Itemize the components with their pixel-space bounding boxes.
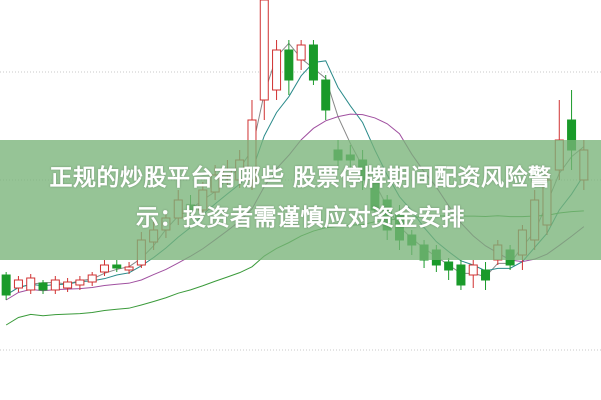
candle	[444, 258, 454, 280]
candle	[481, 262, 491, 290]
candle-body	[99, 264, 109, 273]
candle	[63, 278, 73, 292]
candle	[468, 260, 478, 288]
candle	[75, 276, 85, 290]
candle	[296, 40, 306, 70]
candle	[13, 276, 23, 292]
candle-body	[272, 49, 282, 91]
candle	[112, 260, 122, 272]
candle	[26, 274, 36, 294]
candle-body	[87, 274, 97, 283]
candle	[38, 280, 48, 294]
candle-body	[321, 79, 331, 111]
candle-body	[308, 44, 318, 81]
candle-body	[456, 264, 466, 286]
candle	[259, 0, 269, 120]
candle-body	[284, 49, 294, 81]
headline[interactable]: 正规的炒股平台有哪些 股票停牌期间配资风险警 示：投资者需谨慎应对资金安排	[0, 158, 601, 238]
candle	[99, 260, 109, 276]
candle-body	[112, 264, 122, 269]
candle-body	[50, 279, 60, 291]
candle	[308, 40, 318, 85]
candle	[284, 40, 294, 95]
candle-body	[444, 261, 454, 271]
candle-body	[481, 269, 491, 281]
candle	[456, 260, 466, 290]
candle	[321, 75, 331, 120]
candle	[124, 262, 134, 274]
candle-body	[124, 266, 134, 271]
candle	[272, 40, 282, 100]
candle	[50, 276, 60, 294]
candle-body	[468, 264, 478, 276]
candle-body	[75, 279, 85, 286]
headline-banner	[0, 140, 601, 260]
candle-body	[26, 277, 36, 291]
candle	[1, 272, 11, 300]
candle-body	[1, 274, 11, 296]
headline-line-2: 示：投资者需谨慎应对资金安排	[136, 205, 465, 231]
candle-body	[38, 282, 48, 291]
candle-body	[296, 44, 306, 61]
candle-body	[259, 0, 269, 101]
candle	[87, 272, 97, 286]
candle-body	[63, 281, 73, 289]
headline-line-1: 正规的炒股平台有哪些 股票停牌期间配资风险警	[49, 165, 552, 191]
candle-body	[13, 279, 23, 289]
